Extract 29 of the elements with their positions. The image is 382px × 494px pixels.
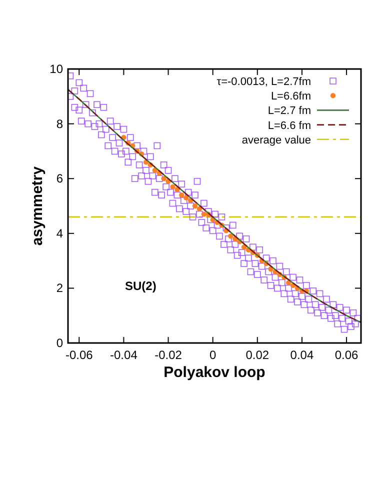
y-tick-label: 4 bbox=[56, 226, 64, 240]
legend-label: average value bbox=[242, 134, 311, 146]
x-tick-label: 0.06 bbox=[334, 348, 359, 362]
legend-label: L=2.7 fm bbox=[268, 105, 311, 118]
y-tick-label: 0 bbox=[56, 336, 64, 350]
y-tick-label: 2 bbox=[56, 281, 64, 296]
y-tick-label: 10 bbox=[50, 62, 64, 76]
x-tick-label: -0.06 bbox=[65, 348, 94, 362]
annotation: SU(2) bbox=[125, 279, 156, 293]
point bbox=[161, 176, 166, 182]
x-tick-label: 0.02 bbox=[246, 348, 270, 362]
y-tick-label: 6 bbox=[56, 172, 64, 186]
x-tick-label: 0 bbox=[209, 348, 216, 362]
point bbox=[183, 195, 189, 200]
y-axis-title: asymmetry bbox=[29, 166, 46, 246]
point bbox=[228, 234, 234, 239]
legend-label: L=6.6fm bbox=[270, 90, 311, 103]
point bbox=[179, 192, 184, 198]
y-tick-label: 8 bbox=[56, 116, 64, 131]
point bbox=[201, 212, 207, 217]
x-axis-title: Polyakov loop bbox=[164, 364, 266, 381]
point bbox=[170, 184, 176, 190]
x-tick-label: -0.04 bbox=[110, 348, 138, 362]
legend-label: τ=-0.0013, L=2.7fm bbox=[216, 76, 311, 88]
point bbox=[241, 244, 247, 250]
x-tick-label: -0.02 bbox=[154, 348, 182, 362]
point bbox=[192, 203, 198, 209]
x-tick-label: 0.04 bbox=[290, 348, 314, 362]
legend-label: L=6.6 fm bbox=[268, 120, 311, 132]
